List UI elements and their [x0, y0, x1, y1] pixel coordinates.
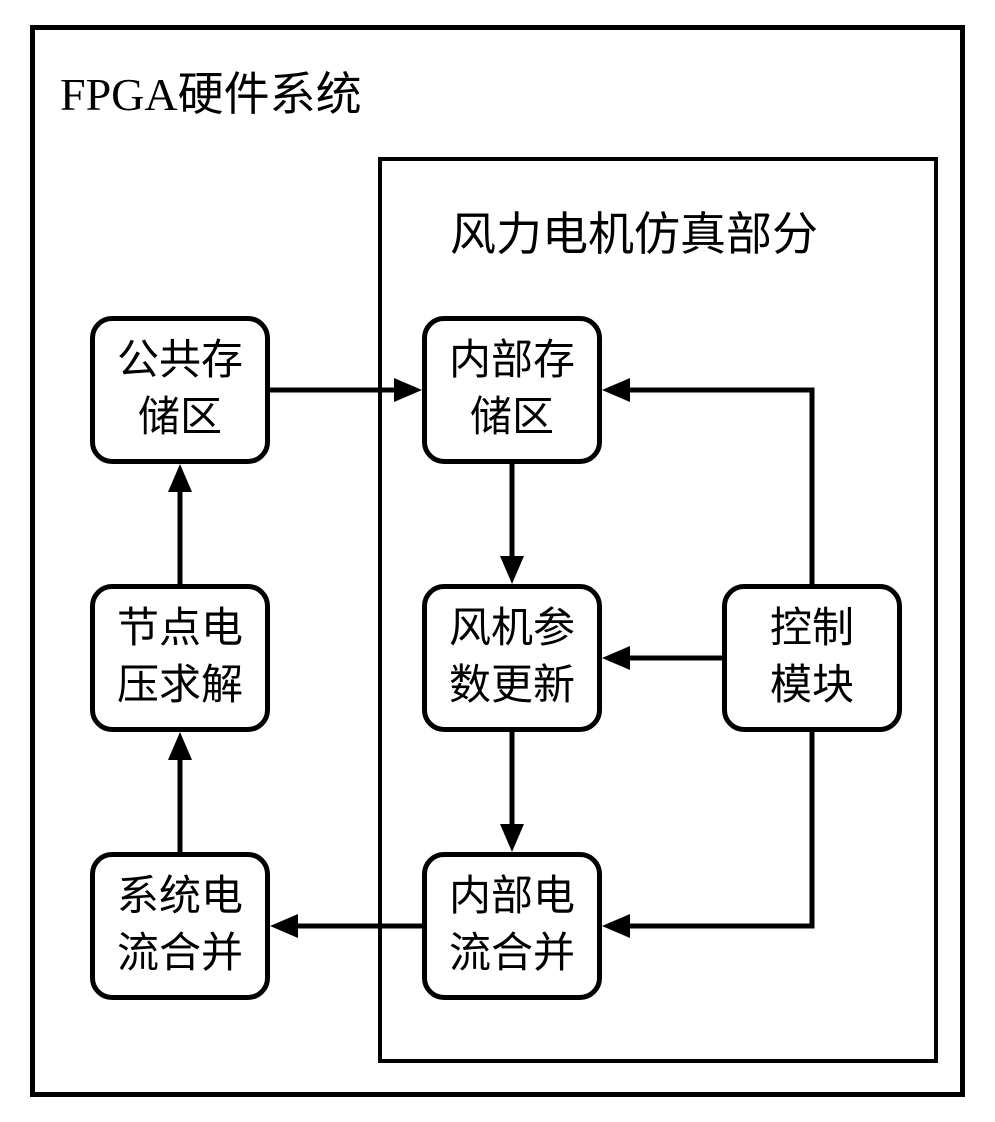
- node-control: 控制 模块: [722, 584, 902, 732]
- node-label-line2: 储区: [138, 390, 222, 447]
- node-label-line1: 控制: [770, 601, 854, 658]
- node-fan-param: 风机参 数更新: [422, 584, 602, 732]
- node-label-line2: 模块: [770, 658, 854, 715]
- node-label-line1: 内部存: [449, 333, 575, 390]
- node-label-line1: 内部电: [449, 869, 575, 926]
- node-label-line2: 数更新: [449, 658, 575, 715]
- node-public-storage: 公共存 储区: [90, 316, 270, 464]
- node-sys-current: 系统电 流合并: [90, 852, 270, 1000]
- node-label-line1: 系统电: [117, 869, 243, 926]
- node-label-line2: 压求解: [117, 658, 243, 715]
- node-label-line1: 节点电: [117, 601, 243, 658]
- node-label-line1: 公共存: [117, 333, 243, 390]
- node-internal-current: 内部电 流合并: [422, 852, 602, 1000]
- inner-title: 风力电机仿真部分: [450, 198, 818, 264]
- node-label-line2: 流合并: [449, 926, 575, 983]
- node-label-line1: 风机参: [449, 601, 575, 658]
- outer-title: FPGA硬件系统: [60, 58, 362, 124]
- node-voltage-solve: 节点电 压求解: [90, 584, 270, 732]
- node-label-line2: 流合并: [117, 926, 243, 983]
- node-internal-storage: 内部存 储区: [422, 316, 602, 464]
- node-label-line2: 储区: [470, 390, 554, 447]
